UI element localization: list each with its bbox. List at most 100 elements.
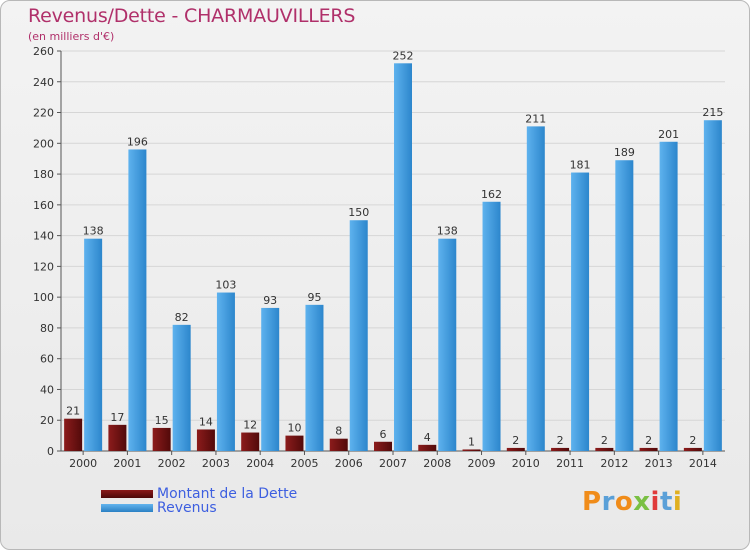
proxiti-logo: Proxiti [582, 487, 682, 517]
data-label-debt: 12 [243, 419, 257, 432]
data-label-debt: 4 [424, 431, 431, 444]
legend-swatch-debt [101, 490, 153, 498]
bar-revenue-2007 [394, 63, 412, 452]
x-tick-label: 2008 [423, 457, 451, 470]
y-tick-label: 20 [40, 414, 54, 427]
x-tick-label: 2005 [290, 457, 318, 470]
data-label-revenue: 138 [83, 225, 104, 238]
y-tick-label: 60 [40, 353, 54, 366]
data-label-debt: 2 [557, 434, 564, 447]
logo-letter: t [659, 487, 673, 517]
data-label-debt: 2 [601, 434, 608, 447]
x-tick-label: 2007 [379, 457, 407, 470]
x-tick-label: 2004 [246, 457, 274, 470]
data-label-debt: 10 [287, 422, 301, 435]
bar-debt-2001 [108, 424, 127, 451]
chart-subtitle: (en milliers d'€) [28, 30, 115, 43]
data-label-debt: 2 [689, 434, 696, 447]
y-tick-label: 200 [33, 137, 54, 150]
logo-letter: r [601, 487, 615, 517]
y-tick-label: 240 [33, 76, 54, 89]
logo-letter: i [650, 487, 660, 517]
y-tick-label: 80 [40, 322, 54, 335]
legend: Montant de la Dette Revenus [101, 486, 298, 516]
data-label-debt: 8 [335, 425, 342, 438]
bar-revenue-2006 [349, 220, 368, 451]
bar-revenue-2011 [571, 172, 590, 452]
bar-debt-2005 [285, 435, 304, 451]
bar-debt-2013 [639, 447, 658, 451]
legend-item-revenue: Revenus [101, 500, 297, 516]
x-tick-label: 2006 [335, 457, 363, 470]
bar-revenue-2008 [438, 238, 457, 451]
legend-label-debt: Montant de la Dette [157, 486, 298, 502]
bar-revenue-2000 [84, 238, 103, 451]
bar-debt-2012 [595, 447, 614, 451]
bar-revenue-2005 [305, 304, 324, 451]
bar-debt-2007 [374, 441, 392, 451]
bar-debt-2010 [506, 447, 525, 451]
y-tick-label: 180 [33, 168, 54, 181]
bar-debt-2011 [551, 447, 570, 451]
data-label-debt: 15 [155, 414, 169, 427]
y-tick-label: 120 [33, 260, 54, 273]
data-label-revenue: 189 [614, 146, 635, 159]
data-label-revenue: 95 [307, 291, 321, 304]
data-label-revenue: 82 [175, 311, 189, 324]
x-tick-label: 2011 [556, 457, 584, 470]
data-label-revenue: 103 [215, 279, 236, 292]
bar-debt-2003 [196, 429, 215, 451]
data-label-revenue: 201 [658, 128, 679, 141]
bar-revenue-2010 [526, 126, 545, 451]
bar-debt-2006 [329, 438, 348, 451]
chart-title: Revenus/Dette - CHARMAUVILLERS [28, 5, 356, 27]
y-tick-label: 220 [33, 107, 54, 120]
data-label-debt: 6 [380, 428, 387, 441]
bar-revenue-2003 [216, 292, 235, 451]
x-tick-label: 2012 [600, 457, 628, 470]
bar-revenue-2002 [172, 324, 191, 451]
x-tick-label: 2013 [645, 457, 673, 470]
bar-debt-2002 [152, 427, 171, 451]
bar-debt-2008 [418, 444, 437, 451]
x-tick-label: 2009 [468, 457, 496, 470]
bar-debt-2000 [64, 418, 83, 451]
x-tick-label: 2014 [689, 457, 717, 470]
bar-debt-2004 [241, 432, 260, 451]
data-label-debt: 1 [468, 435, 475, 448]
legend-swatch-revenue [101, 504, 153, 512]
data-label-debt: 17 [110, 411, 124, 424]
x-tick-label: 2001 [113, 457, 141, 470]
data-label-revenue: 215 [702, 106, 723, 119]
bar-revenue-2009 [482, 201, 501, 451]
data-label-revenue: 150 [348, 206, 369, 219]
y-tick-label: 260 [33, 45, 54, 58]
bar-debt-2014 [683, 447, 702, 451]
data-label-revenue: 162 [481, 188, 502, 201]
x-tick-label: 2003 [202, 457, 230, 470]
bar-revenue-2013 [659, 141, 678, 451]
y-tick-label: 160 [33, 199, 54, 212]
logo-letter: i [672, 487, 683, 517]
y-tick-label: 140 [33, 230, 54, 243]
y-tick-label: 40 [40, 383, 54, 396]
data-label-revenue: 138 [437, 225, 458, 238]
data-label-revenue: 196 [127, 135, 148, 148]
logo-letter: P [582, 487, 602, 517]
bar-debt-2009 [462, 449, 481, 451]
bar-revenue-2012 [615, 160, 634, 451]
data-label-debt: 21 [66, 405, 80, 418]
data-label-revenue: 211 [525, 112, 546, 125]
data-label-debt: 14 [199, 415, 213, 428]
y-tick-label: 100 [33, 291, 54, 304]
data-label-revenue: 181 [570, 159, 591, 172]
x-tick-label: 2002 [158, 457, 186, 470]
x-tick-label: 2010 [512, 457, 540, 470]
bar-revenue-2014 [703, 120, 722, 451]
logo-letter: x [633, 487, 651, 517]
logo-letter: o [614, 487, 634, 517]
y-tick-label: 0 [47, 445, 54, 458]
data-label-revenue: 93 [263, 294, 277, 307]
data-label-revenue: 252 [393, 49, 414, 62]
